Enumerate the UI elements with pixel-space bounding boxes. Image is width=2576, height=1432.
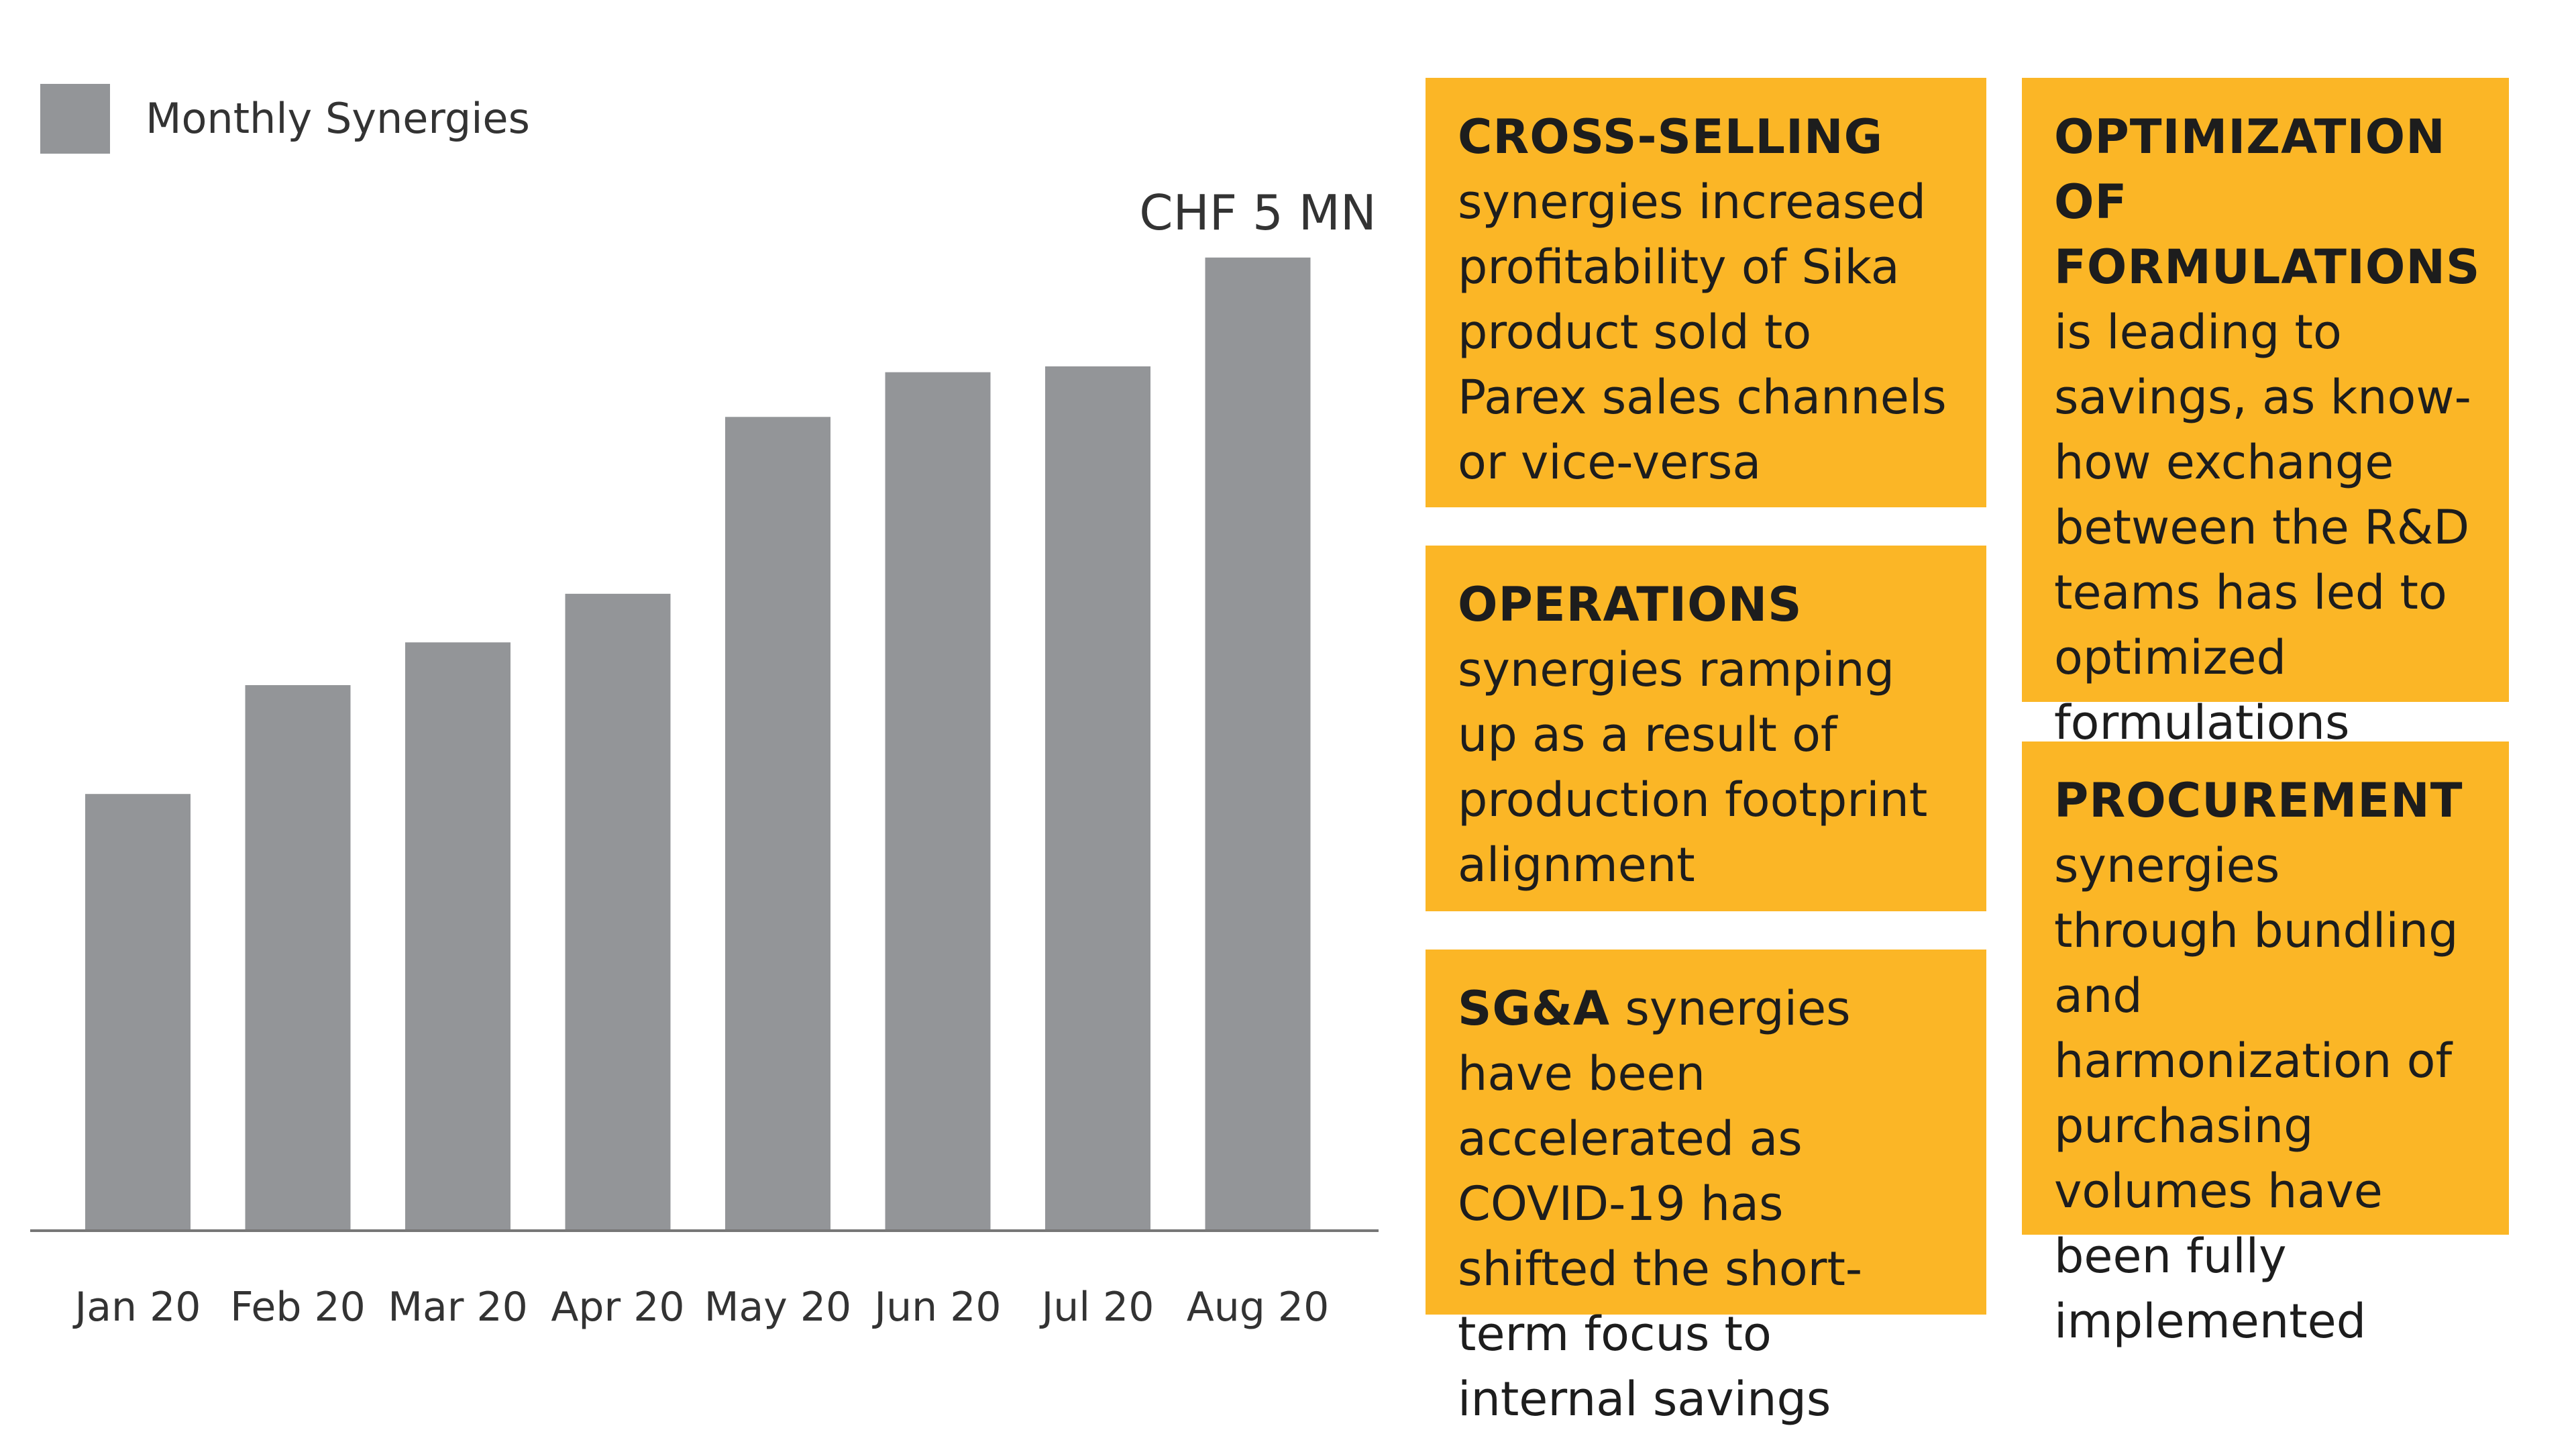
cross-selling-text: synergies increased profitability of Sik… <box>1458 174 1947 490</box>
x-tick-label: Apr 20 <box>551 1284 684 1331</box>
cross-selling-panel: CROSS-SELLING synergies increased profit… <box>1426 78 1986 507</box>
bar-jan-20 <box>85 794 191 1229</box>
optimization-heading: OPTIMIZATION OF FORMULATIONS <box>2054 109 2481 295</box>
optimization-panel: OPTIMIZATION OF FORMULATIONS is leading … <box>2022 78 2509 750</box>
sga-text: synergies have been accelerated as COVID… <box>1458 981 1863 1427</box>
cross-selling-heading: CROSS-SELLING <box>1458 109 1884 164</box>
bar-mar-20 <box>405 642 511 1229</box>
monthly-synergies-bar-chart: Jan 20 Feb 20 Mar 20 Apr 20 May 20 Jun 20 Jul … <box>30 185 1379 1331</box>
x-tick-label: Mar 20 <box>388 1284 528 1331</box>
bar-jun-20 <box>885 372 991 1229</box>
x-tick-label: Jun 20 <box>871 1284 1001 1331</box>
procurement-panel: PROCUREMENT synergies through bundling a… <box>2022 741 2509 1349</box>
bar-feb-20 <box>245 685 351 1229</box>
x-tick-label: May 20 <box>704 1284 851 1331</box>
legend-label: Monthly Synergies <box>146 94 530 143</box>
x-tick-label: Aug 20 <box>1187 1284 1330 1331</box>
bar-aug-20 <box>1205 257 1311 1230</box>
x-tick-label: Jan 20 <box>72 1284 201 1331</box>
x-tick-label: Jul 20 <box>1039 1284 1155 1331</box>
legend-swatch <box>40 84 110 154</box>
x-tick-label: Feb 20 <box>230 1284 366 1331</box>
operations-heading: OPERATIONS <box>1458 577 1803 632</box>
sga-panel: SG&A synergies have been accelerated as … <box>1426 950 1986 1427</box>
procurement-text: synergies through bundling and harmoniza… <box>2054 838 2459 1349</box>
operations-text: synergies ramping up as a result of prod… <box>1458 642 1928 892</box>
value-annotation: CHF 5 MN <box>1139 185 1376 241</box>
sga-heading: SG&A <box>1458 981 1611 1036</box>
procurement-heading: PROCUREMENT <box>2054 773 2463 828</box>
operations-panel: OPERATIONS synergies ramping up as a res… <box>1426 546 1986 911</box>
bar-apr-20 <box>565 593 671 1229</box>
bar-may-20 <box>725 417 830 1229</box>
optimization-text: is leading to savings, as know-how excha… <box>2054 305 2471 750</box>
bar-jul-20 <box>1045 366 1150 1229</box>
